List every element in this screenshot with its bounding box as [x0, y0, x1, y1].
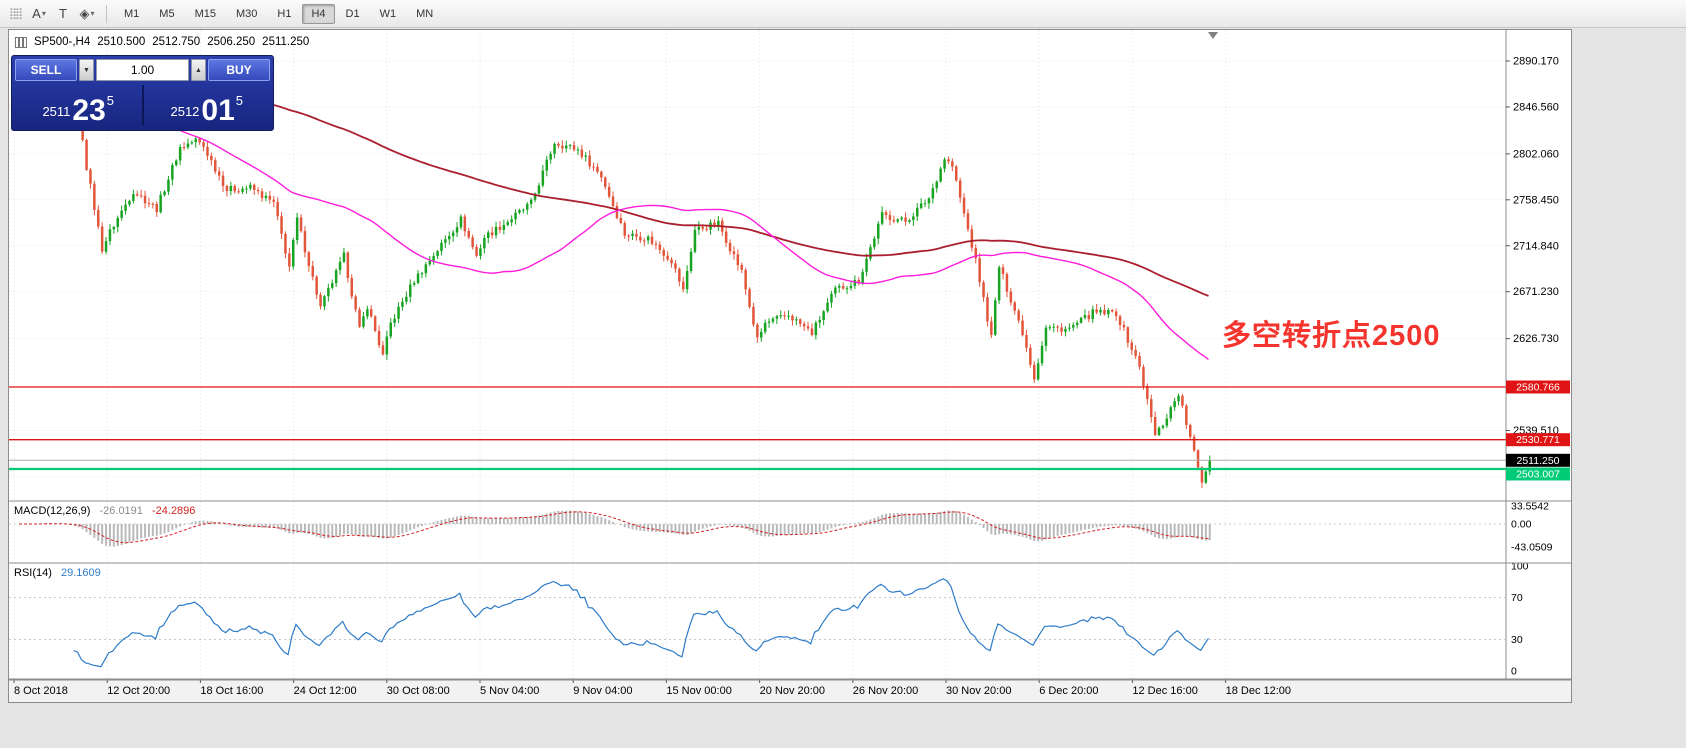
macd-main-value: -26.0191 [99, 505, 143, 517]
svg-text:2511.250: 2511.250 [1516, 455, 1559, 467]
svg-text:6 Dec 20:00: 6 Dec 20:00 [1039, 685, 1098, 697]
price-divider [141, 85, 144, 125]
bid-sup-digit: 5 [106, 93, 115, 108]
buy-button[interactable]: BUY [208, 59, 270, 81]
svg-text:2802.060: 2802.060 [1513, 148, 1559, 160]
rsi-value: 29.1609 [60, 567, 101, 579]
time-axis: 8 Oct 2018 12 Oct 20:00 18 Oct 16:00 24 Oct… [9, 680, 1571, 702]
volume-input[interactable] [96, 59, 189, 81]
ask-prefix: 2512 [170, 104, 200, 119]
timeframe-W1[interactable]: W1 [371, 4, 406, 24]
svg-text:5 Nov 04:00: 5 Nov 04:00 [480, 685, 539, 697]
caret-up-icon: ▲ [195, 66, 202, 74]
ohlc-close: 2511.250 [262, 36, 310, 48]
chart-canvas[interactable]: 2890.170 2846.560 2802.060 2758.450 2714.840… [9, 30, 1571, 702]
tool-objects-tool-icon[interactable]: ◈ ▾ [76, 3, 98, 25]
tool-text-tool-icon[interactable]: T [52, 3, 74, 25]
svg-text:33.5542: 33.5542 [1511, 500, 1549, 512]
svg-text:2671.230: 2671.230 [1513, 286, 1559, 298]
macd-signal-line [19, 511, 1209, 544]
grid [9, 30, 1506, 680]
macd-signal-value: -24.2896 [151, 505, 196, 517]
svg-text:30: 30 [1511, 634, 1523, 646]
svg-text:0.00: 0.00 [1511, 519, 1532, 531]
volume-increase-button[interactable]: ▲ [191, 59, 206, 81]
svg-text:8 Oct 2018: 8 Oct 2018 [14, 685, 68, 697]
svg-text:12 Dec 16:00: 12 Dec 16:00 [1132, 685, 1197, 697]
timeframe-M15[interactable]: M15 [186, 4, 225, 24]
tool-grip-handle-icon[interactable]: ⣿⣿ [4, 3, 26, 25]
ohlc-open: 2510.500 [97, 36, 146, 48]
svg-text:2580.766: 2580.766 [1516, 382, 1560, 394]
svg-text:15 Nov 00:00: 15 Nov 00:00 [666, 685, 731, 697]
svg-text:2758.450: 2758.450 [1513, 194, 1559, 206]
chart-window: 2890.170 2846.560 2802.060 2758.450 2714.840… [8, 29, 1572, 703]
bid-big-digits: 23 [72, 93, 106, 127]
price-axis: 2890.170 2846.560 2802.060 2758.450 2714.840… [1505, 30, 1570, 680]
svg-text:12 Oct 20:00: 12 Oct 20:00 [107, 685, 170, 697]
svg-text:20 Nov 20:00: 20 Nov 20:00 [760, 685, 825, 697]
macd-name: MACD(12,26,9) [14, 505, 91, 517]
svg-text:18 Dec 12:00: 18 Dec 12:00 [1226, 685, 1291, 697]
rsi-line [73, 578, 1209, 668]
svg-text:2626.730: 2626.730 [1513, 333, 1559, 345]
svg-text:2890.170: 2890.170 [1513, 56, 1559, 68]
pane-dividers[interactable] [9, 500, 1571, 681]
bid-price[interactable]: 2511 23 5 [15, 83, 142, 127]
toolbar: ⣿⣿ A ▾ T ◈ ▾ M1 M5 M15 M30 H1 H4 D1 W1 MN [0, 0, 1686, 28]
svg-text:30 Nov 20:00: 30 Nov 20:00 [946, 685, 1011, 697]
svg-text:70: 70 [1511, 592, 1523, 604]
bid-prefix: 2511 [42, 104, 71, 119]
volume-decrease-button[interactable]: ▼ [79, 59, 94, 81]
ma-fast-line [18, 60, 1209, 360]
rsi-indicator-label: RSI(14) 29.1609 [14, 567, 101, 579]
svg-text:24 Oct 12:00: 24 Oct 12:00 [294, 685, 357, 697]
caret-down-icon: ▾ [90, 9, 95, 18]
svg-text:2714.840: 2714.840 [1513, 240, 1559, 252]
horizontal-level-lines[interactable] [9, 386, 1506, 471]
ohlc-high: 2512.750 [152, 36, 201, 48]
timeframe-H4[interactable]: H4 [302, 3, 335, 24]
timeframe-M1[interactable]: M1 [115, 4, 148, 24]
svg-text:30 Oct 08:00: 30 Oct 08:00 [387, 685, 450, 697]
svg-text:18 Oct 16:00: 18 Oct 16:00 [200, 685, 263, 697]
timeframe-D1[interactable]: D1 [337, 4, 369, 24]
price-annotation[interactable]: 多空转折点2500 [1222, 320, 1441, 352]
svg-text:-43.0509: -43.0509 [1511, 542, 1553, 554]
macd-indicator-label: MACD(12,26,9) -26.0191 -24.2896 [14, 505, 195, 517]
svg-text:26 Nov 20:00: 26 Nov 20:00 [853, 685, 918, 697]
timeframe-M30[interactable]: M30 [227, 4, 266, 24]
timeframe-MN[interactable]: MN [407, 4, 442, 24]
svg-text:2530.771: 2530.771 [1516, 434, 1560, 446]
sell-button[interactable]: SELL [15, 59, 77, 81]
one-click-trading-panel: SELL ▼ ▲ BUY 2511 23 5 2512 01 5 [11, 55, 274, 131]
caret-down-icon: ▼ [83, 66, 90, 74]
ask-price[interactable]: 2512 01 5 [144, 83, 271, 127]
svg-text:2846.560: 2846.560 [1513, 101, 1559, 113]
caret-down-icon: ▾ [41, 9, 46, 18]
macd-pane: 33.5542 0.00 -43.0509 [9, 500, 1553, 554]
svg-text:2503.007: 2503.007 [1516, 468, 1560, 480]
svg-text:9 Nov 04:00: 9 Nov 04:00 [573, 685, 632, 697]
chart-background [9, 30, 1571, 702]
toolbar-separator [106, 4, 107, 23]
timeframe-H1[interactable]: H1 [268, 4, 300, 24]
svg-text:0: 0 [1511, 666, 1517, 678]
end-of-data-marker-icon [1208, 32, 1218, 39]
svg-text:100: 100 [1511, 561, 1529, 573]
chart-mini-icon [15, 36, 27, 48]
chart-header: SP500-,H4 2510.500 2512.750 2506.250 251… [15, 36, 309, 48]
ohlc-low: 2506.250 [207, 36, 256, 48]
tool-font-tool-icon[interactable]: A ▾ [28, 3, 50, 25]
ask-sup-digit: 5 [235, 93, 244, 108]
timeframe-M5[interactable]: M5 [150, 4, 183, 24]
rsi-name: RSI(14) [14, 567, 52, 579]
symbol-label: SP500-,H4 [34, 36, 91, 48]
ask-big-digits: 01 [201, 93, 235, 127]
